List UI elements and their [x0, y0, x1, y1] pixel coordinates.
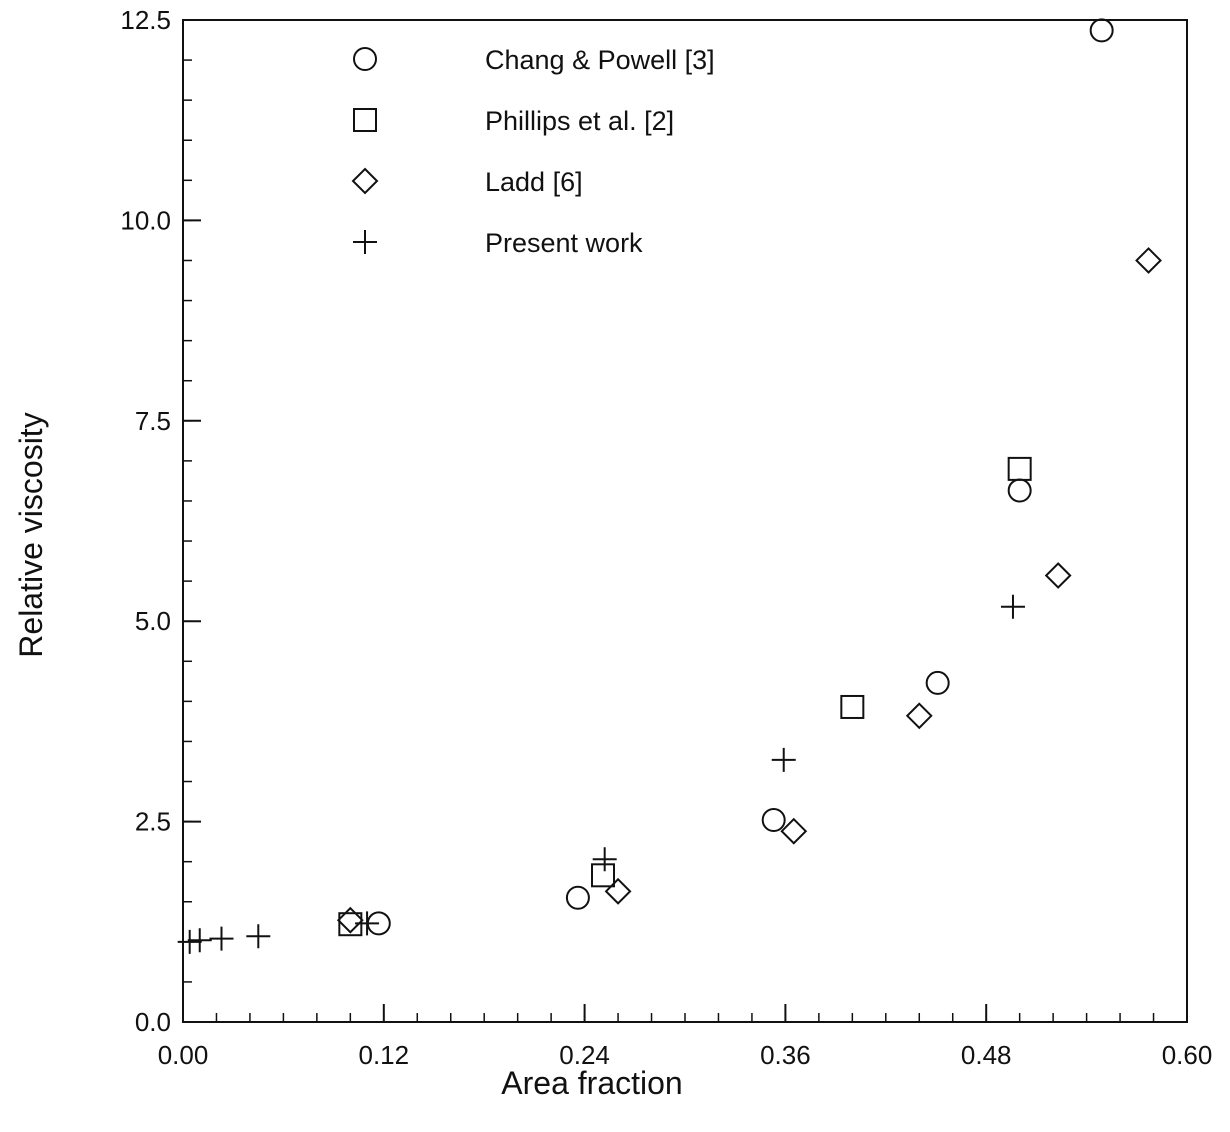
diamond-point — [1046, 564, 1070, 588]
plus-point — [178, 930, 202, 954]
y-axis-ticks: 0.0 2.5 5.0 7.5 10.0 12.5 — [120, 5, 201, 1037]
diamond-point — [606, 879, 630, 903]
y-axis-title: Relative viscosity — [13, 412, 49, 657]
circle-point — [1091, 19, 1113, 41]
y-tick-label: 2.5 — [135, 807, 171, 837]
plus-point — [209, 927, 233, 951]
plus-point — [772, 748, 796, 772]
series-diamond — [338, 248, 1160, 932]
y-tick-label: 5.0 — [135, 606, 171, 636]
diamond-point — [907, 704, 931, 728]
legend-plus-marker — [353, 230, 377, 254]
minor-ticks — [183, 60, 1154, 1022]
legend-diamond-marker — [353, 169, 377, 193]
x-tick-label: 0.60 — [1162, 1040, 1213, 1070]
plus-point — [355, 911, 379, 935]
circle-point — [567, 887, 589, 909]
plus-point — [188, 928, 212, 952]
diamond-point — [338, 908, 362, 932]
series-circle — [368, 19, 1113, 934]
legend-label: Present work — [485, 228, 643, 258]
square-point — [592, 864, 614, 886]
legend-label: Phillips et al. [2] — [485, 106, 674, 136]
x-tick-label: 0.00 — [158, 1040, 209, 1070]
series-square — [339, 458, 1030, 935]
x-tick-label: 0.48 — [961, 1040, 1012, 1070]
diamond-point — [782, 819, 806, 843]
square-point — [1009, 458, 1031, 480]
y-tick-label: 12.5 — [120, 5, 171, 35]
circle-point — [1009, 480, 1031, 502]
series-plus — [178, 595, 1025, 954]
legend-square-marker — [354, 109, 376, 131]
square-point — [841, 696, 863, 718]
y-tick-label: 7.5 — [135, 406, 171, 436]
legend-circle-marker — [354, 48, 376, 70]
plot-frame — [183, 20, 1187, 1022]
y-tick-label: 10.0 — [120, 205, 171, 235]
plus-point — [246, 924, 270, 948]
y-tick-label: 0.0 — [135, 1007, 171, 1037]
legend: Chang & Powell [3] Phillips et al. [2] Lad… — [353, 45, 715, 258]
circle-point — [763, 809, 785, 831]
x-tick-label: 0.36 — [760, 1040, 811, 1070]
x-axis-title: Area fraction — [501, 1065, 682, 1101]
legend-label: Chang & Powell [3] — [485, 45, 715, 75]
legend-label: Ladd [6] — [485, 167, 583, 197]
data-points — [178, 19, 1161, 953]
diamond-point — [1137, 248, 1161, 272]
plus-point — [1001, 595, 1025, 619]
x-tick-label: 0.12 — [358, 1040, 409, 1070]
circle-point — [927, 672, 949, 694]
